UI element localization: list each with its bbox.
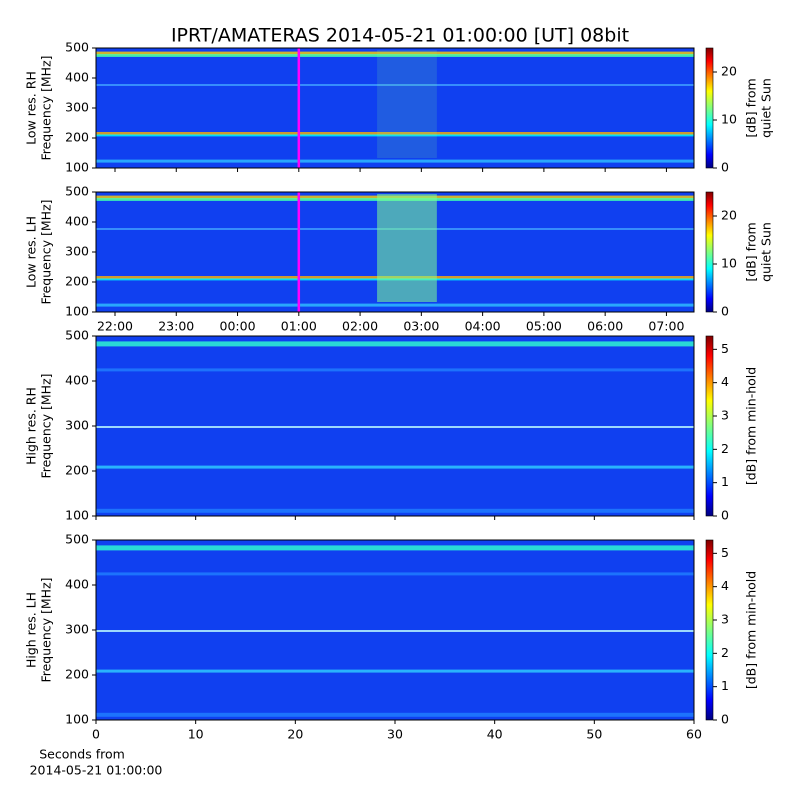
y-tick-label: 100 xyxy=(65,508,89,523)
colorbar-tick-label: 0 xyxy=(721,160,729,175)
colorbar-label: [dB] from min-hold xyxy=(744,367,759,485)
y-tick-label: 500 xyxy=(65,532,89,547)
spectrogram-band xyxy=(96,465,694,469)
colorbar-label: [dB] from min-hold xyxy=(744,571,759,689)
y-axis-label: Frequency [MHz] xyxy=(39,199,54,304)
x-tick-label: 02:00 xyxy=(342,319,378,334)
spectrogram-band xyxy=(96,712,694,717)
colorbar xyxy=(705,335,714,517)
spectrogram-band xyxy=(96,51,694,56)
spectrogram-band xyxy=(96,341,694,347)
x-tick-label: 40 xyxy=(487,727,503,742)
x-tick-label: 04:00 xyxy=(465,319,501,334)
y-tick-label: 400 xyxy=(65,373,89,388)
colorbar-tick-label: 2 xyxy=(721,645,729,660)
colorbar-tick-label: 2 xyxy=(721,441,729,456)
x-tick-label: 03:00 xyxy=(403,319,439,334)
y-tick-label: 200 xyxy=(65,667,89,682)
y-tick-label: 400 xyxy=(65,70,89,85)
y-tick-label: 100 xyxy=(65,160,89,175)
x-axis-label: Seconds from xyxy=(39,747,125,762)
y-tick-label: 300 xyxy=(65,100,89,115)
colorbar-tick-label: 0 xyxy=(721,712,729,727)
colorbar-label: quiet Sun xyxy=(759,222,774,282)
y-tick-label: 300 xyxy=(65,418,89,433)
spectrogram-band xyxy=(96,669,694,673)
colorbar-tick-label: 1 xyxy=(721,474,729,489)
burst-region xyxy=(377,194,437,302)
spectrogram-band xyxy=(96,630,694,632)
y-axis-label: Frequency [MHz] xyxy=(39,577,54,682)
colorbar-tick-label: 5 xyxy=(721,341,729,356)
x-tick-label: 30 xyxy=(387,727,403,742)
x-tick-label: 50 xyxy=(586,727,602,742)
x-tick-label: 05:00 xyxy=(526,319,562,334)
spectrogram-band xyxy=(96,84,694,86)
colorbar-tick-label: 10 xyxy=(721,256,737,271)
x-tick-label: 07:00 xyxy=(648,319,684,334)
spectrogram-band xyxy=(96,159,694,163)
y-axis-label: Low res. LH xyxy=(24,216,39,288)
y-tick-label: 500 xyxy=(65,184,89,199)
y-axis-label: Frequency [MHz] xyxy=(39,373,54,478)
y-tick-label: 100 xyxy=(65,304,89,319)
colorbar-tick-label: 20 xyxy=(721,64,737,79)
x-tick-label: 0 xyxy=(92,727,100,742)
x-tick-label: 23:00 xyxy=(158,319,194,334)
y-tick-label: 300 xyxy=(65,622,89,637)
colorbar-tick-label: 0 xyxy=(721,508,729,523)
title: IPRT/AMATERAS 2014-05-21 01:00:00 [UT] 0… xyxy=(171,25,629,47)
colorbar-label: [dB] from xyxy=(744,78,759,137)
x-tick-label: 20 xyxy=(287,727,303,742)
colorbar-label: quiet Sun xyxy=(759,78,774,138)
y-tick-label: 200 xyxy=(65,274,89,289)
y-tick-label: 300 xyxy=(65,244,89,259)
colorbar-tick-label: 3 xyxy=(721,612,729,627)
spectrogram-band xyxy=(96,545,694,551)
x-tick-label: 10 xyxy=(188,727,204,742)
colorbar xyxy=(705,191,714,313)
colorbar-tick-label: 0 xyxy=(721,304,729,319)
spectrogram-band xyxy=(96,426,694,428)
colorbar-tick-label: 4 xyxy=(721,374,729,389)
y-tick-label: 100 xyxy=(65,712,89,727)
y-axis-label: Low res. RH xyxy=(24,71,39,145)
y-tick-label: 200 xyxy=(65,463,89,478)
spectrogram-band xyxy=(96,132,694,135)
colorbar-tick-label: 10 xyxy=(721,112,737,127)
colorbar xyxy=(705,539,714,721)
spectrogram xyxy=(96,48,694,168)
colorbar-label: [dB] from xyxy=(744,222,759,281)
y-axis-label: High res. LH xyxy=(24,592,39,668)
y-tick-label: 400 xyxy=(65,214,89,229)
x-tick-label: 60 xyxy=(686,727,702,742)
x-tick-label: 22:00 xyxy=(97,319,133,334)
spectrogram-band xyxy=(96,303,694,307)
colorbar-tick-label: 5 xyxy=(721,545,729,560)
colorbar-tick-label: 4 xyxy=(721,578,729,593)
x-tick-label: 01:00 xyxy=(281,319,317,334)
colorbar-tick-label: 3 xyxy=(721,408,729,423)
colorbar-tick-label: 1 xyxy=(721,678,729,693)
spectrogram-band xyxy=(96,508,694,513)
y-axis-label: High res. RH xyxy=(24,387,39,465)
y-tick-label: 500 xyxy=(65,328,89,343)
spectrogram-band xyxy=(96,572,694,576)
x-axis-label: 2014-05-21 01:00:00 xyxy=(30,763,163,778)
burst-region xyxy=(377,50,437,158)
spectrogram-band xyxy=(96,134,694,137)
y-axis-label: Frequency [MHz] xyxy=(39,55,54,160)
y-tick-label: 400 xyxy=(65,577,89,592)
spectrogram-band xyxy=(96,368,694,372)
y-tick-label: 200 xyxy=(65,130,89,145)
x-tick-label: 06:00 xyxy=(587,319,623,334)
colorbar xyxy=(705,47,714,169)
y-tick-label: 500 xyxy=(65,40,89,55)
colorbar-tick-label: 20 xyxy=(721,208,737,223)
spectrogram-band xyxy=(96,54,694,57)
x-tick-label: 00:00 xyxy=(220,319,256,334)
